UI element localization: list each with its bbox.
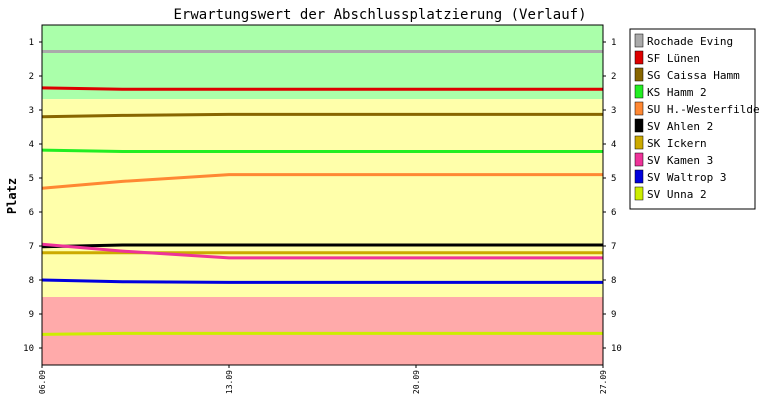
legend-swatch: [634, 101, 644, 116]
series-line-10: [41, 331, 603, 336]
y-tick-label-right: 4: [611, 140, 616, 150]
series-line-4: [41, 148, 603, 153]
legend-label: SK Ickern: [647, 137, 707, 150]
legend-swatch: [634, 33, 644, 48]
x-tick-label: 27.09: [599, 370, 608, 394]
legend-label: SG Caissa Hamm: [647, 69, 740, 82]
plot-background-zones: [42, 25, 603, 365]
legend-swatch: [634, 186, 644, 201]
y-axis-label: Platz: [5, 178, 19, 214]
chart-title: Erwartungswert der Abschlussplatzierung …: [173, 7, 586, 23]
y-tick-label-right: 7: [611, 242, 616, 252]
series-line-3: [41, 112, 603, 119]
y-tick-label-left: 8: [29, 276, 34, 286]
plot-frame: [41, 24, 604, 366]
y-axis-ticks: 1 1 2 2 3 3 4 4 5 5 6 6 7 7 8 8 9 9 10 10: [23, 38, 622, 354]
y-tick-label-right: 2: [611, 72, 616, 82]
y-tick-label-left: 4: [29, 140, 34, 150]
series-line-2: [41, 86, 603, 91]
series-line-5: [41, 173, 603, 190]
y-tick-label-left: 2: [29, 72, 34, 82]
legend: Rochade Eving SF Lünen SG Caissa Hamm KS Ha…: [629, 28, 760, 210]
y-tick-label-right: 6: [611, 208, 616, 218]
y-tick-label-right: 10: [611, 344, 622, 354]
y-tick-label-left: 9: [29, 310, 34, 320]
legend-box: [629, 28, 756, 210]
zone-3: [42, 297, 603, 365]
series-lines: [41, 50, 603, 336]
zone-1: [42, 25, 603, 100]
legend-label: SV Waltrop 3: [647, 171, 726, 184]
legend-label: Rochade Eving: [647, 35, 733, 48]
y-tick-label-left: 1: [29, 38, 34, 48]
x-tick-label: 20.09: [412, 370, 421, 394]
legend-swatch: [634, 169, 644, 184]
legend-label: SF Lünen: [647, 52, 700, 65]
x-tick-label: 13.09: [225, 370, 234, 394]
y-tick-label-right: 9: [611, 310, 616, 320]
y-tick-label-left: 6: [29, 208, 34, 218]
y-tick-label-left: 3: [29, 106, 34, 116]
legend-swatch: [634, 118, 644, 133]
legend-label: SU H.-Westerfilde: [647, 103, 760, 116]
legend-label: SV Ahlen 2: [647, 120, 713, 133]
legend-swatch: [634, 135, 644, 150]
series-line-8: [41, 242, 603, 260]
legend-swatch: [634, 67, 644, 82]
y-tick-label-right: 1: [611, 38, 616, 48]
legend-label: KS Hamm 2: [647, 86, 707, 99]
y-tick-label-right: 8: [611, 276, 616, 286]
y-tick-label-right: 5: [611, 174, 616, 184]
x-tick-label: 06.09: [38, 370, 47, 394]
y-tick-label-right: 3: [611, 106, 616, 116]
x-axis-ticks: 06.09 13.09 20.09 27.09: [38, 365, 608, 394]
legend-swatch: [634, 50, 644, 65]
legend-swatch: [634, 84, 644, 99]
zone-2: [42, 99, 603, 298]
legend-label: SV Kamen 3: [647, 154, 713, 167]
series-line-9: [41, 278, 603, 284]
series-line-6: [41, 243, 603, 249]
legend-label: SV Unna 2: [647, 188, 707, 201]
y-tick-label-left: 5: [29, 174, 34, 184]
legend-swatch: [634, 152, 644, 167]
y-tick-label-left: 10: [23, 344, 34, 354]
y-tick-label-left: 7: [29, 242, 34, 252]
